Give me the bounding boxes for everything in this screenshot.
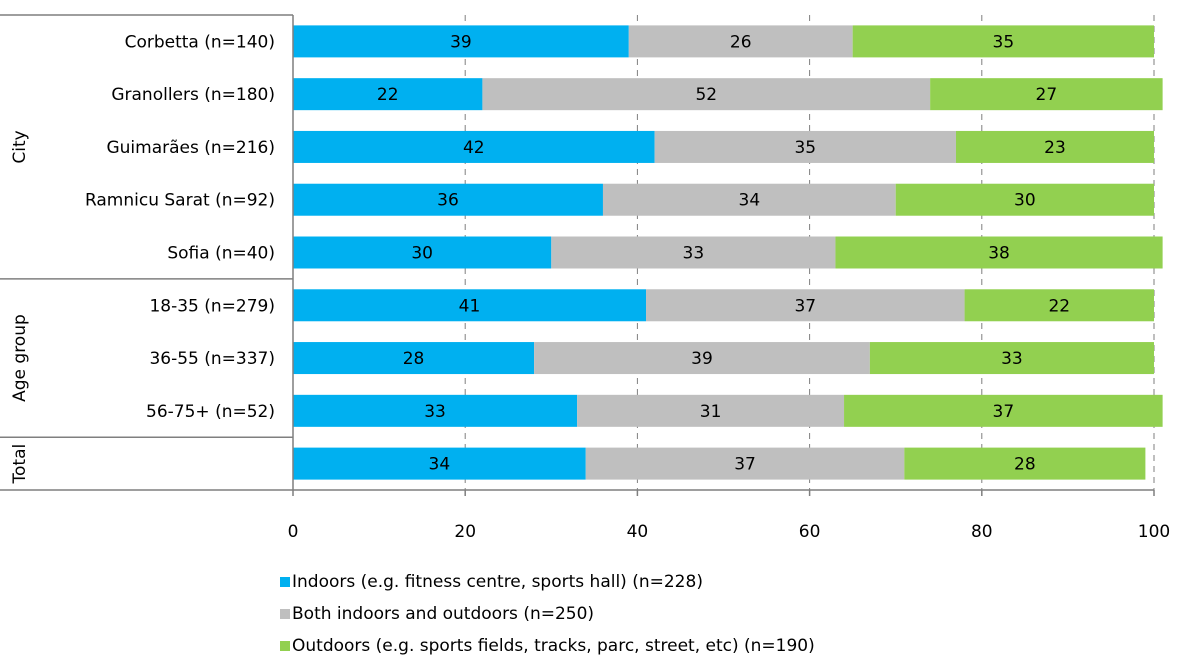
bar-segment [293,342,535,375]
bar-segment [293,236,552,269]
category-label: 18-35 (n=279) [149,296,275,316]
data-label: 37 [993,402,1015,422]
bar-segment [852,25,1154,58]
bar-segment [293,25,629,58]
data-label: 39 [691,349,713,369]
bar-segment [628,25,853,58]
data-label: 30 [411,244,433,264]
data-label: 34 [739,191,761,211]
data-label: 31 [700,402,722,422]
bar-segment [654,130,956,163]
legend-swatch-outdoors [280,641,290,651]
data-label: 28 [1014,455,1036,475]
data-label: 28 [403,349,425,369]
bar-segment [293,289,647,322]
category-label: 36-55 (n=337) [149,349,275,369]
data-label: 35 [794,138,816,158]
bar-segment [293,447,586,480]
category-label: Guimarães (n=216) [106,138,275,158]
data-label: 33 [424,402,446,422]
bar-segment [551,236,836,269]
data-label: 30 [1014,191,1036,211]
bar-segment [293,78,483,111]
bar-segment [534,342,870,375]
x-tick-label: 100 [1138,522,1170,542]
data-label: 37 [734,455,756,475]
legend-label-indoors: Indoors (e.g. fitness centre, sports hal… [292,572,703,592]
bar-segment [646,289,965,322]
bar-segment [844,394,1163,427]
legend: Indoors (e.g. fitness centre, sports hal… [280,566,815,662]
data-label: 36 [437,191,459,211]
category-label: Granollers (n=180) [111,85,275,105]
category-label: Sofia (n=40) [167,244,275,264]
bar-segment [293,183,603,216]
bar-segment [293,130,655,163]
data-label: 39 [450,32,472,52]
bar-segment [904,447,1146,480]
bar-segment [835,236,1163,269]
data-label: 41 [459,296,481,316]
bar-segment [577,394,845,427]
bar-segment [895,183,1154,216]
data-label: 42 [463,138,485,158]
legend-swatch-both [280,609,290,619]
data-label: 33 [1001,349,1023,369]
data-label: 35 [993,32,1015,52]
bar-segment [964,289,1154,322]
legend-swatch-indoors [280,577,290,587]
bar-segment [585,447,905,480]
data-label: 38 [988,244,1010,264]
bar-segment [602,183,896,216]
bar-segment [293,394,578,427]
legend-item-both: Both indoors and outdoors (n=250) [280,598,815,630]
category-label: Ramnicu Sarat (n=92) [85,191,275,211]
legend-item-outdoors: Outdoors (e.g. sports fields, tracks, pa… [280,630,815,662]
group-label: Age group [10,314,30,402]
category-label: 56-75+ (n=52) [146,402,275,422]
bar-segment [930,78,1163,111]
data-label: 26 [730,32,752,52]
legend-item-indoors: Indoors (e.g. fitness centre, sports hal… [280,566,815,598]
group-label: City [10,130,30,163]
data-label: 52 [695,85,717,105]
bar-segment [482,78,931,111]
x-tick-label: 0 [288,522,299,542]
legend-label-outdoors: Outdoors (e.g. sports fields, tracks, pa… [292,636,815,656]
x-tick-label: 40 [627,522,649,542]
bar-segment [869,342,1154,375]
data-label: 23 [1044,138,1066,158]
x-tick-label: 80 [971,522,993,542]
data-label: 22 [1048,296,1070,316]
bar-segment [955,130,1154,163]
legend-label-both: Both indoors and outdoors (n=250) [292,604,595,624]
category-label: Corbetta (n=140) [125,32,275,52]
x-tick-label: 20 [454,522,476,542]
data-label: 22 [377,85,399,105]
data-label: 27 [1036,85,1058,105]
x-tick-label: 60 [799,522,821,542]
data-label: 34 [429,455,451,475]
data-label: 33 [683,244,705,264]
group-label: Total [10,444,30,485]
data-label: 37 [794,296,816,316]
